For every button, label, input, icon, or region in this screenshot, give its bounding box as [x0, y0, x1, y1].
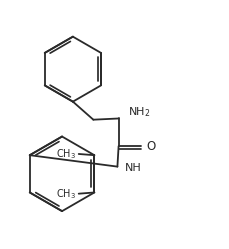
Text: CH$_3$: CH$_3$ — [56, 147, 76, 161]
Text: CH$_3$: CH$_3$ — [56, 187, 76, 201]
Text: O: O — [146, 140, 155, 153]
Text: NH$_2$: NH$_2$ — [128, 106, 150, 119]
Text: NH: NH — [124, 163, 141, 173]
